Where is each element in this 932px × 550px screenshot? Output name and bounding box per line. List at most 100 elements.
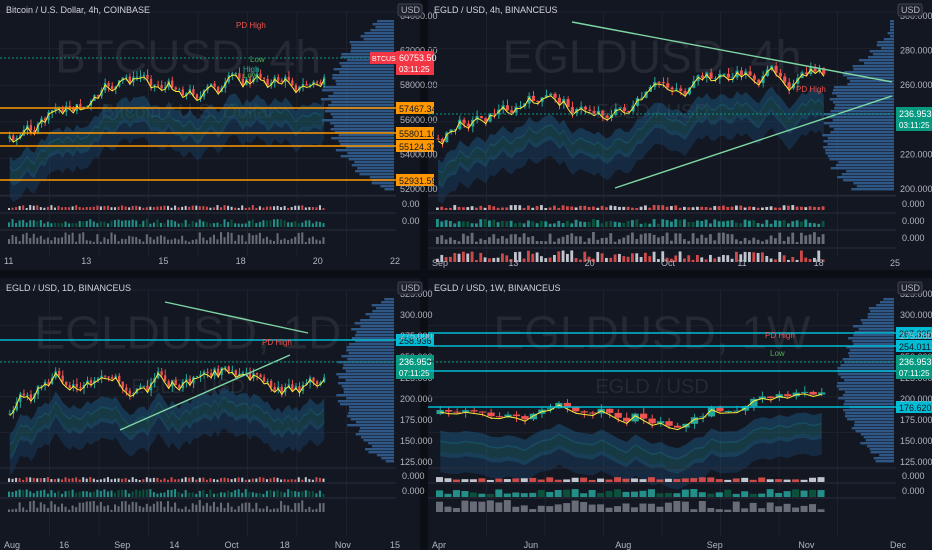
time-axis-tick: Sep (432, 258, 448, 268)
currency-badge[interactable] (897, 281, 923, 295)
indicator-bar (50, 223, 53, 227)
volume-profile-bar (331, 137, 394, 140)
indicator-bar (436, 219, 439, 227)
indicator-bar (749, 479, 757, 482)
time-axis-tick: Nov (335, 540, 352, 550)
indicator-bar (64, 491, 67, 497)
candle-body (259, 73, 262, 78)
indicator-bar (512, 478, 520, 482)
volume-profile-bar (328, 95, 394, 98)
currency-badge[interactable] (397, 281, 423, 295)
indicator-bar (198, 477, 201, 482)
ma-band (438, 86, 824, 175)
time-axis[interactable]: Aug 16 Sep 14 Oct 18 Nov 15 (4, 540, 400, 550)
indicator-bar (255, 478, 258, 482)
indicator-bar (661, 219, 665, 227)
trendline-lower[interactable] (119, 354, 291, 431)
volume-profile-bar (385, 460, 394, 463)
indicator-bar (631, 478, 638, 482)
currency-badge[interactable] (897, 3, 923, 17)
indicator-bar (769, 206, 773, 210)
indicator-bar (128, 504, 131, 512)
indicator-bar (522, 233, 526, 244)
indicator-bar (639, 206, 643, 210)
indicator-bar (248, 220, 251, 227)
candle-body (666, 83, 670, 88)
indicator-bar (110, 479, 113, 482)
time-axis[interactable]: Apr Jun Aug Sep Nov Dec (432, 540, 907, 550)
volume-profile-bar (370, 29, 394, 32)
indicator-bar (287, 240, 290, 244)
indicator-bar (501, 221, 504, 227)
indicator-bar (301, 500, 304, 512)
indicator-bar (96, 489, 99, 497)
volume-profile (836, 298, 894, 463)
ma-band (9, 387, 325, 446)
indicator-bar (778, 207, 782, 210)
indicator-bar (809, 489, 817, 497)
time-axis-tick: 14 (169, 540, 179, 550)
indicator-bar (145, 477, 148, 482)
volume-profile-bar (825, 149, 894, 152)
ma-band (9, 397, 325, 460)
volume-profile-bar (340, 56, 394, 59)
indicator-bar (741, 491, 749, 497)
volume-profile-bar (355, 170, 394, 173)
indicator-bar (25, 489, 28, 497)
indicator-bar (808, 222, 812, 227)
volume-profile-bar (343, 391, 394, 394)
indicator-bar (647, 477, 655, 482)
indicator-bar (717, 256, 721, 262)
indicator-bar (726, 220, 730, 227)
candle-body (592, 110, 596, 114)
trendline-upper[interactable] (164, 301, 309, 334)
indicator-bar (106, 205, 109, 210)
time-axis[interactable]: Sep 13 20 Oct 11 18 25 (432, 258, 900, 268)
indicator-bar (571, 489, 579, 497)
indicator-bar (163, 223, 166, 227)
indicator-bar (145, 234, 148, 244)
indicator-bar (22, 479, 25, 482)
indicator-bar (808, 234, 812, 244)
volume-profile-bar (844, 415, 894, 418)
indicator-bar (600, 223, 604, 227)
indicator-bar (280, 501, 283, 512)
volume-profile (822, 20, 894, 191)
candle-body (787, 82, 791, 89)
candle-body (118, 375, 121, 382)
indicator-bar (783, 479, 791, 482)
volume-profile-bar (363, 439, 394, 442)
indicator-bar (11, 234, 14, 244)
volume-profile-bar (364, 32, 394, 35)
indicator-bar (121, 501, 124, 512)
volume-profile-bar (852, 340, 894, 343)
indicator-bar (488, 258, 491, 262)
indicator-bar (553, 223, 556, 227)
indicator-bar (174, 205, 177, 210)
indicator-bar (537, 489, 545, 497)
indicator-bar (25, 232, 28, 244)
indicator-bar (600, 253, 604, 262)
trendline-lower[interactable] (614, 95, 893, 189)
indicator-bar (553, 205, 556, 210)
indicator-bar (722, 232, 725, 244)
volume-profile-bar (868, 56, 894, 59)
volume-profile-bar (346, 349, 394, 352)
currency-badge[interactable] (397, 3, 423, 17)
trendline-upper[interactable] (571, 21, 893, 83)
indicator-bar (280, 479, 283, 482)
horizontal-divider[interactable] (0, 270, 932, 278)
candle-body (139, 76, 142, 78)
volume-profile-bar (858, 59, 894, 62)
indicator-bar (212, 501, 215, 512)
indicator-bar (258, 477, 261, 482)
volume-profile-bar (361, 436, 394, 439)
time-axis[interactable]: 11 13 15 18 20 22 (4, 256, 400, 266)
indicator-bar (765, 219, 769, 227)
ma-line (9, 368, 325, 416)
